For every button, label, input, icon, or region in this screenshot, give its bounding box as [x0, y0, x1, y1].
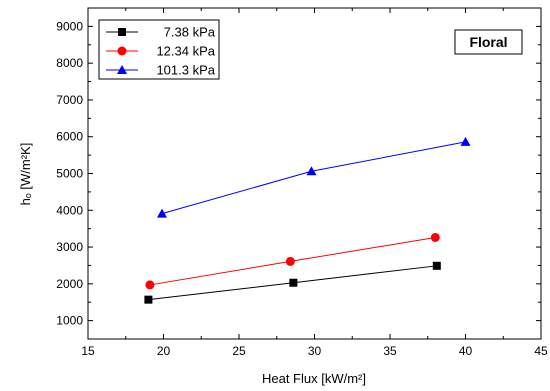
y-axis-title: hₒ [W/m²K] [18, 143, 33, 206]
x-tick-label: 15 [81, 344, 95, 358]
data-point [431, 233, 440, 242]
data-point [286, 257, 295, 266]
y-tick-label: 8000 [56, 56, 83, 70]
y-tick-label: 2000 [56, 277, 83, 291]
x-axis-title: Heat Flux [kW/m²] [262, 371, 366, 386]
x-tick-label: 40 [459, 344, 473, 358]
legend-label: 12.34 kPa [156, 44, 215, 59]
annotation-box: Floral [455, 30, 522, 54]
series-2 [157, 137, 471, 218]
x-tick-label: 45 [534, 344, 548, 358]
x-tick-label: 20 [157, 344, 171, 358]
y-tick-label: 3000 [56, 240, 83, 254]
data-point [144, 296, 152, 304]
series-layer [144, 137, 470, 304]
series-0 [144, 262, 440, 304]
legend-label: 7.38 kPa [164, 25, 216, 40]
series-line [162, 142, 466, 214]
y-tick-label: 7000 [56, 93, 83, 107]
y-tick-label: 6000 [56, 130, 83, 144]
data-point [145, 280, 154, 289]
data-point [433, 262, 441, 270]
annotation-label: Floral [469, 34, 507, 50]
y-tick-label: 9000 [56, 19, 83, 33]
legend-label: 101.3 kPa [156, 63, 215, 78]
x-tick-label: 35 [383, 344, 397, 358]
legend-marker [118, 28, 126, 36]
y-tick-label: 1000 [56, 314, 83, 328]
y-tick-label: 5000 [56, 167, 83, 181]
y-tick-label: 4000 [56, 203, 83, 217]
data-point [461, 137, 471, 146]
data-point [289, 279, 297, 287]
x-tick-label: 25 [232, 344, 246, 358]
legend-marker [118, 47, 127, 56]
legend: 7.38 kPa 12.34 kPa 101.3 kPa [99, 20, 219, 79]
x-tick-label: 30 [308, 344, 322, 358]
